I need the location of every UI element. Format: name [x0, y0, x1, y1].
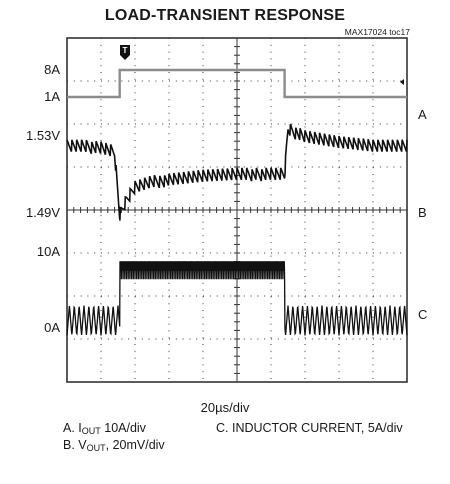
legend-b-suffix: , 20mV/div [105, 438, 165, 452]
y-label-vout-bottom: 1.49V [26, 205, 60, 220]
channel-label-a: A [418, 107, 427, 122]
trigger-marker-label: T [123, 46, 128, 55]
y-label-vout-top: 1.53V [26, 128, 60, 143]
trace-c-inductor-current [66, 261, 408, 336]
y-label-iout-high: 8A [44, 62, 60, 77]
channel-a-marker-icon [400, 79, 404, 85]
legend-c: C. INDUCTOR CURRENT, 5A/div [216, 421, 403, 435]
legend-b-sub: OUT [86, 443, 106, 453]
y-label-il-0a: 0A [44, 320, 60, 335]
y-label-il-10a: 10A [36, 244, 60, 259]
trigger-marker-shape [120, 45, 130, 60]
channel-label-c: C [418, 307, 428, 322]
channel-label-b: B [418, 205, 427, 220]
y-label-iout-low: 1A [44, 89, 60, 104]
legend-a: A. IOUT 10A/div [63, 421, 146, 436]
figure-id: MAX17024 toc17 [344, 27, 410, 37]
legend-b-prefix: B. V [63, 438, 87, 452]
legend-b: B. VOUT, 20mV/div [63, 438, 165, 453]
trigger-marker: T [120, 45, 130, 60]
chart-title: LOAD-TRANSIENT RESPONSE [104, 7, 346, 24]
legend-a-sub: OUT [81, 426, 101, 436]
legend-a-suffix: 10A/div [100, 421, 146, 435]
trace-a-load-current [67, 68, 407, 99]
x-scale-label: 20µs/div [200, 400, 250, 415]
traces [66, 68, 408, 336]
legend-a-prefix: A. I [63, 421, 82, 435]
graticule [66, 37, 408, 383]
trace-b-output-voltage [66, 123, 408, 221]
